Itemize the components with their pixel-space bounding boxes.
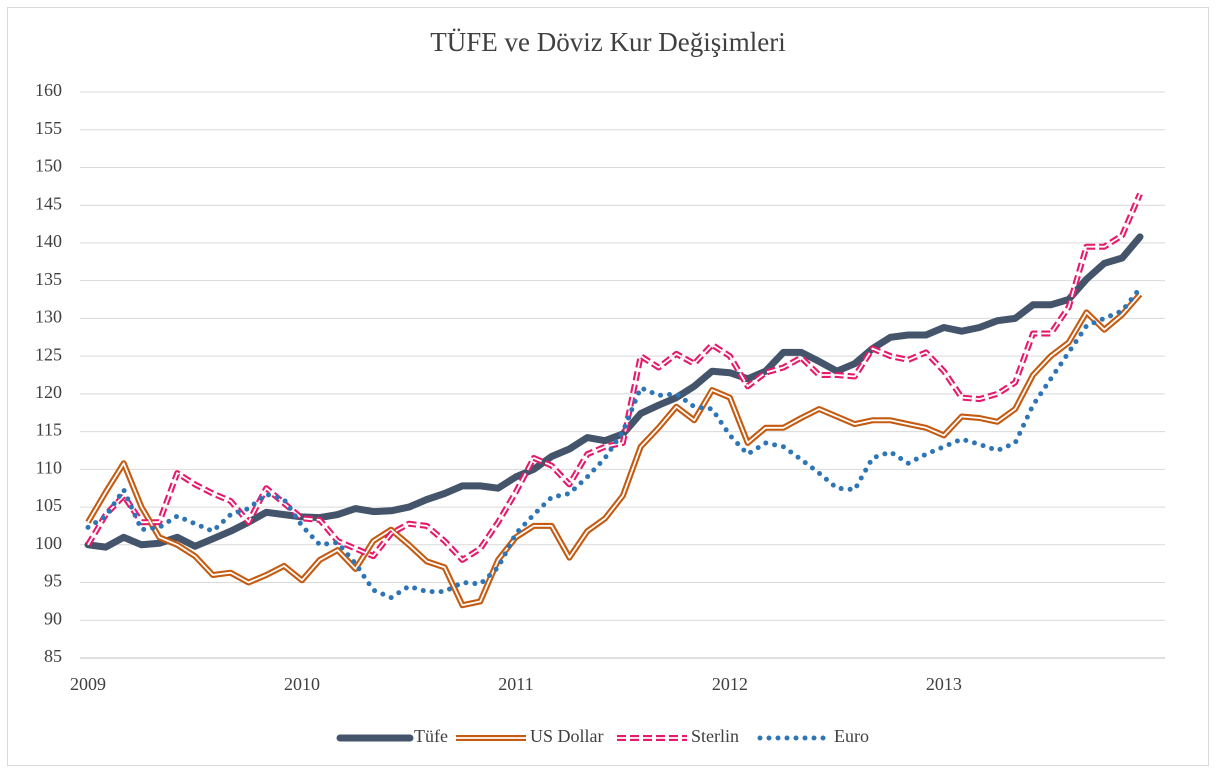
y-tick-label: 155: [35, 118, 62, 138]
legend-label: Tüfe: [414, 726, 448, 746]
y-tick-label: 125: [35, 344, 62, 364]
y-tick-label: 140: [35, 231, 62, 251]
y-tick-label: 85: [44, 646, 62, 666]
y-tick-label: 120: [35, 382, 62, 402]
y-tick-label: 115: [36, 420, 62, 440]
legend-label: US Dollar: [530, 726, 604, 746]
y-tick-label: 110: [36, 457, 62, 477]
y-tick-label: 100: [35, 533, 62, 553]
y-tick-label: 130: [35, 307, 62, 327]
x-tick-label: 2009: [70, 674, 106, 694]
legend-label: Euro: [834, 726, 869, 746]
x-tick-label: 2012: [712, 674, 748, 694]
y-tick-label: 105: [35, 495, 62, 515]
legend-label: Sterlin: [691, 726, 739, 746]
series-line: [84, 233, 1144, 551]
y-tick-label: 160: [35, 80, 62, 100]
chart-border: [7, 7, 1209, 766]
y-tick-label: 95: [44, 571, 62, 591]
y-tick-label: 90: [44, 608, 62, 628]
chart-title: TÜFE ve Döviz Kur Değişimleri: [430, 27, 785, 57]
y-tick-label: 135: [35, 269, 62, 289]
series-line: [85, 285, 1143, 601]
y-tick-label: 145: [35, 193, 62, 213]
x-tick-label: 2010: [284, 674, 320, 694]
series-line-inner: [87, 193, 1141, 561]
y-tick-label: 150: [35, 156, 62, 176]
series-line-inner: [87, 293, 1141, 607]
x-tick-label: 2013: [926, 674, 962, 694]
x-tick-label: 2011: [498, 674, 533, 694]
